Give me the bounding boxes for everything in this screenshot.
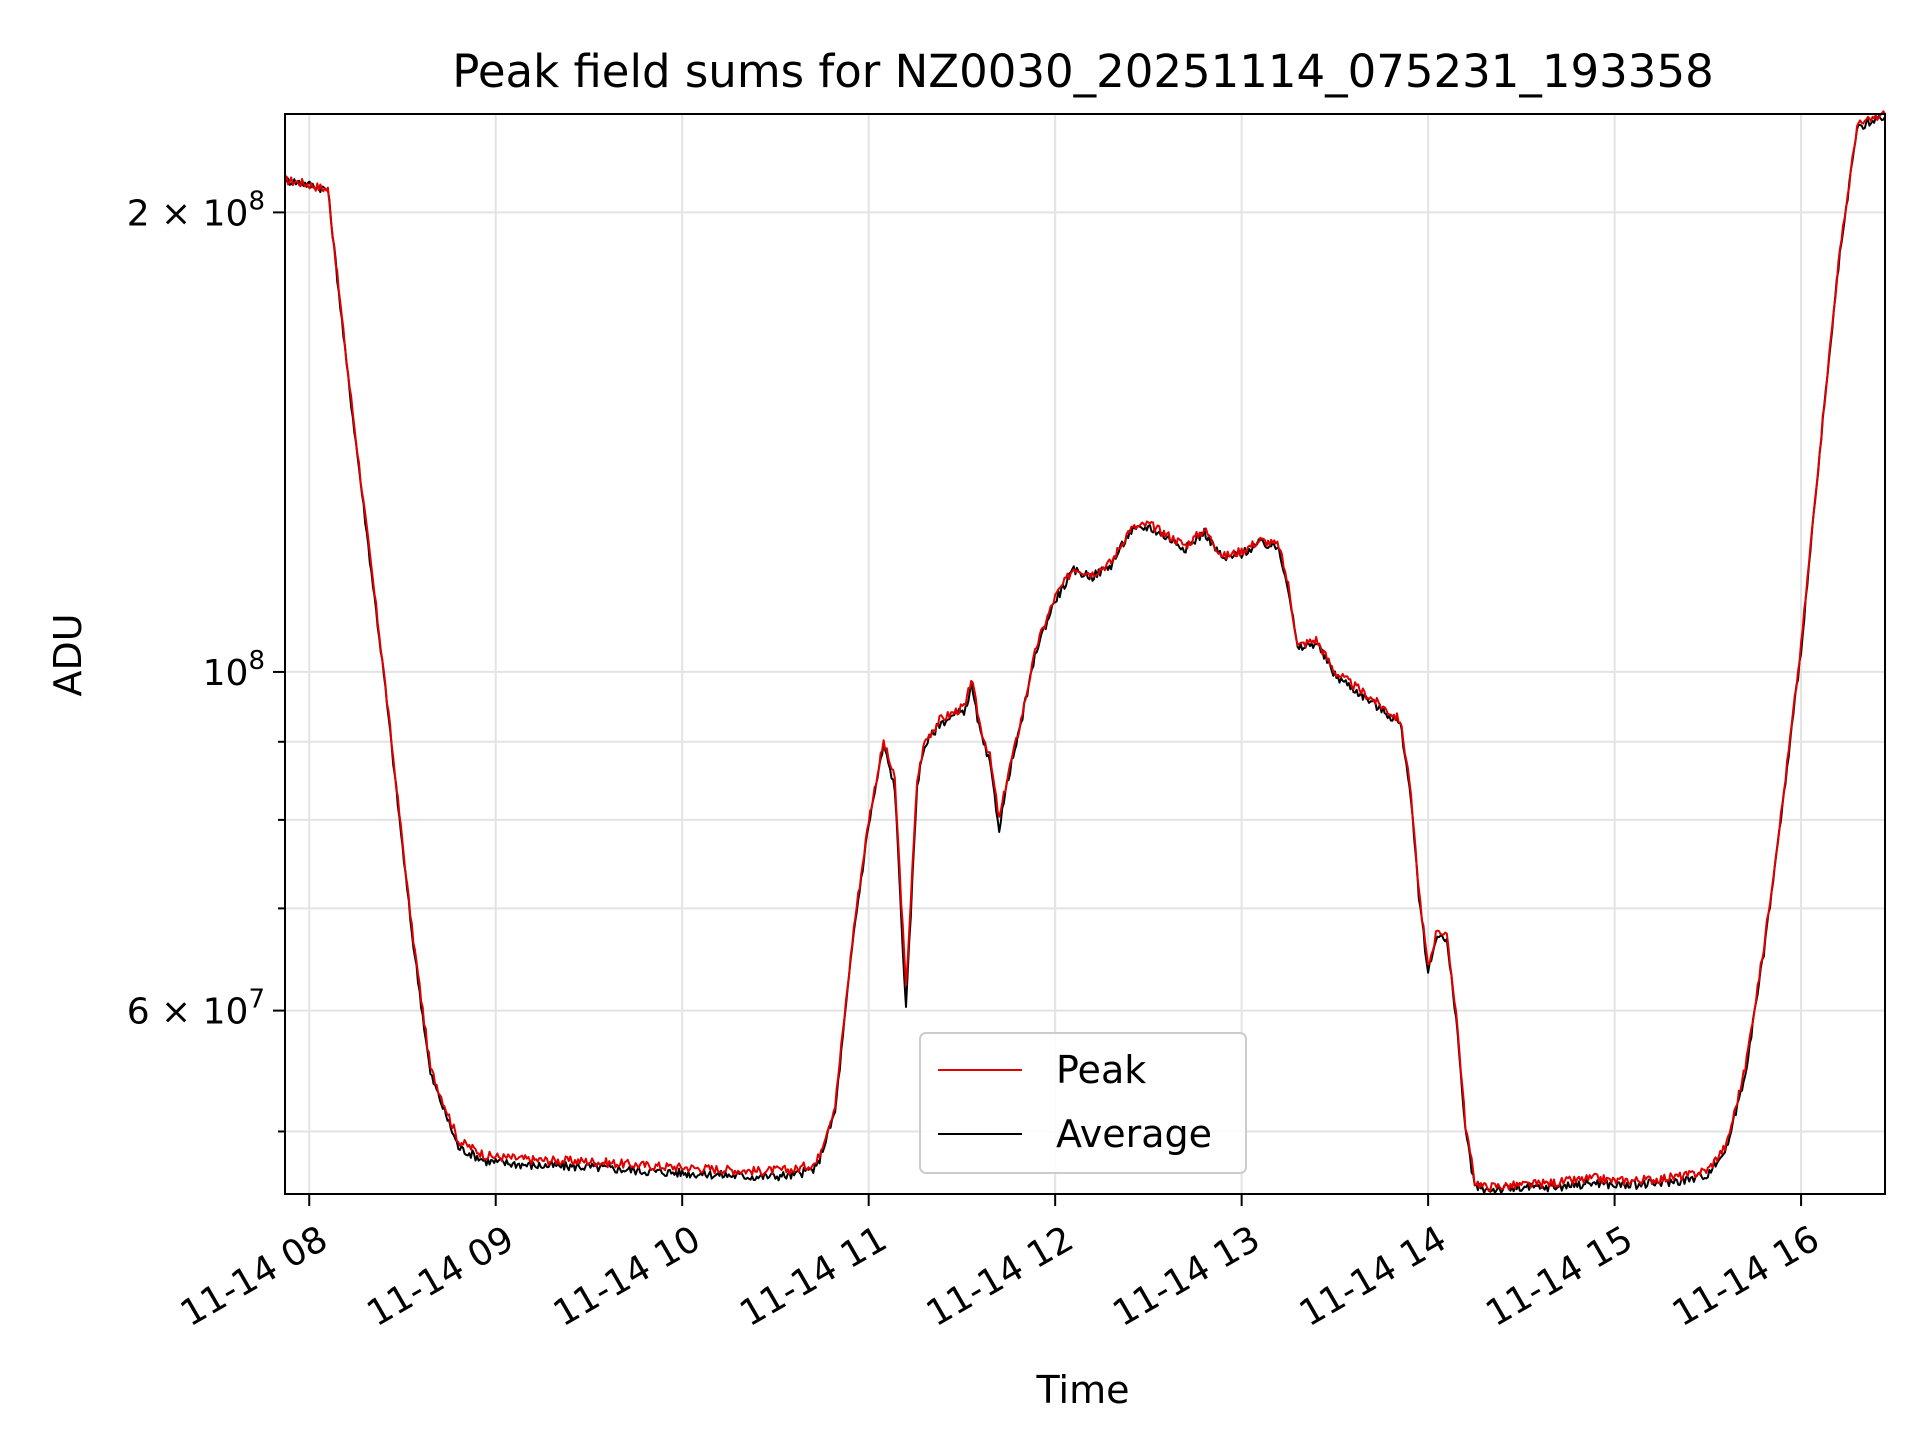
y-axis: 2 × 108 108 6 × 107 [127, 186, 285, 1133]
chart-title: Peak field sums for NZ0030_20251114_0752… [452, 45, 1713, 98]
grid [285, 114, 1885, 1194]
plot-frame [284, 113, 1886, 1195]
legend-label-peak: Peak [1056, 1048, 1146, 1092]
y-tick-label: 2 × 108 [127, 186, 265, 234]
legend-label-average: Average [1056, 1112, 1212, 1156]
y-axis-label: ADU [46, 613, 90, 696]
y-tick-label: 6 × 107 [127, 985, 265, 1033]
series-layer [284, 110, 1886, 1195]
legend: Peak Average [919, 1032, 1247, 1174]
y-tick-label: 108 [203, 646, 265, 694]
series-line-peak [285, 110, 1886, 1192]
legend-box [919, 1032, 1247, 1174]
x-axis-label: Time [1036, 1368, 1130, 1412]
